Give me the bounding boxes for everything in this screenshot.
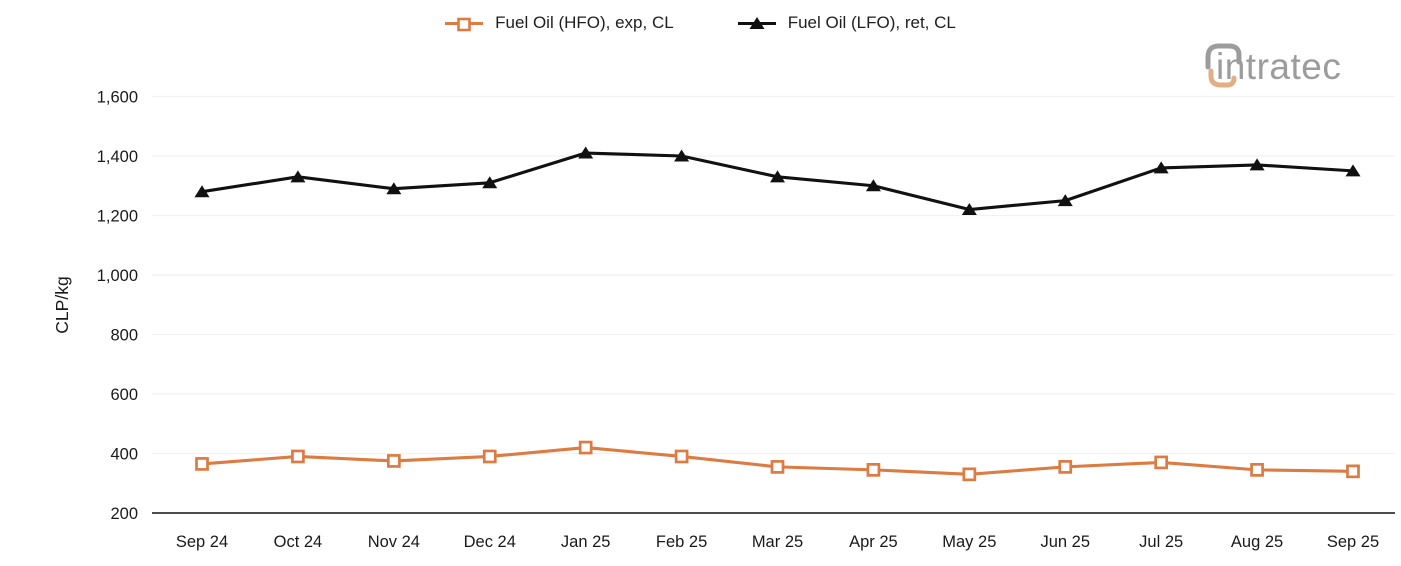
y-tick-label: 1,000 xyxy=(97,267,138,285)
data-point-marker[interactable] xyxy=(674,149,690,162)
intratec-logo-text: intratec xyxy=(1216,46,1342,87)
data-point-marker[interactable] xyxy=(1154,455,1169,470)
data-point-marker[interactable] xyxy=(962,467,977,482)
data-point-marker[interactable] xyxy=(194,185,210,198)
data-point-marker[interactable] xyxy=(291,449,305,464)
intratec-logo: intratec xyxy=(1201,38,1361,96)
legend-item-hfo[interactable]: Fuel Oil (HFO), exp, CL xyxy=(445,13,674,33)
hfo-square-marker-icon xyxy=(445,15,484,32)
x-tick-label: Sep 25 xyxy=(1327,533,1379,551)
lfo-triangle-marker-icon xyxy=(737,15,776,32)
legend-item-lfo[interactable]: Fuel Oil (LFO), ret, CL xyxy=(737,13,956,33)
data-point-marker[interactable] xyxy=(770,460,785,474)
x-tick-label: Dec 24 xyxy=(464,533,516,551)
x-tick-label: Sep 24 xyxy=(176,533,228,551)
y-tick-label: 1,200 xyxy=(97,208,138,226)
data-point-marker[interactable] xyxy=(866,463,881,477)
intratec-logo-icon xyxy=(1205,43,1242,88)
x-tick-label: Mar 25 xyxy=(752,533,803,551)
y-axis-title: CLP/kg xyxy=(52,276,72,333)
data-point-marker[interactable] xyxy=(1057,194,1073,207)
y-tick-label: 200 xyxy=(110,505,138,523)
y-tick-label: 600 xyxy=(110,386,138,404)
data-point-marker[interactable] xyxy=(1153,161,1169,174)
x-tick-label: Jun 25 xyxy=(1040,533,1090,551)
data-point-marker[interactable] xyxy=(290,170,306,183)
data-point-marker[interactable] xyxy=(961,203,977,216)
x-tick-label: Aug 25 xyxy=(1231,533,1283,551)
x-tick-label: Feb 25 xyxy=(656,533,707,551)
data-point-marker[interactable] xyxy=(674,449,689,464)
data-point-marker[interactable] xyxy=(1058,460,1073,474)
data-point-marker[interactable] xyxy=(1250,463,1264,477)
y-tick-label: 1,600 xyxy=(97,89,138,107)
y-tick-label: 400 xyxy=(110,446,138,464)
y-tick-label: 800 xyxy=(110,327,138,345)
x-tick-label: May 25 xyxy=(942,533,996,551)
x-tick-label: Jul 25 xyxy=(1139,533,1183,551)
legend-label-lfo: Fuel Oil (LFO), ret, CL xyxy=(787,13,956,32)
data-point-marker[interactable] xyxy=(1346,464,1360,479)
data-point-marker[interactable] xyxy=(865,179,881,192)
data-point-marker[interactable] xyxy=(482,176,498,189)
x-tick-label: Nov 24 xyxy=(368,533,420,551)
data-point-marker[interactable] xyxy=(386,454,401,468)
data-point-marker[interactable] xyxy=(770,170,785,183)
data-point-marker[interactable] xyxy=(578,440,593,455)
x-tick-label: Oct 24 xyxy=(274,533,323,551)
data-point-marker[interactable] xyxy=(482,449,497,464)
data-point-marker[interactable] xyxy=(1249,158,1265,171)
y-tick-label: 1,400 xyxy=(97,148,138,166)
data-point-marker[interactable] xyxy=(195,457,209,471)
data-point-marker[interactable] xyxy=(386,182,402,195)
x-tick-label: Apr 25 xyxy=(849,533,898,551)
data-point-marker[interactable] xyxy=(1345,164,1361,177)
x-tick-label: Jan 25 xyxy=(561,533,611,551)
data-point-marker[interactable] xyxy=(578,146,594,159)
chart-legend: Fuel Oil (HFO), exp, CL Fuel Oil (LFO), … xyxy=(0,13,1401,33)
legend-label-hfo: Fuel Oil (HFO), exp, CL xyxy=(495,13,674,32)
